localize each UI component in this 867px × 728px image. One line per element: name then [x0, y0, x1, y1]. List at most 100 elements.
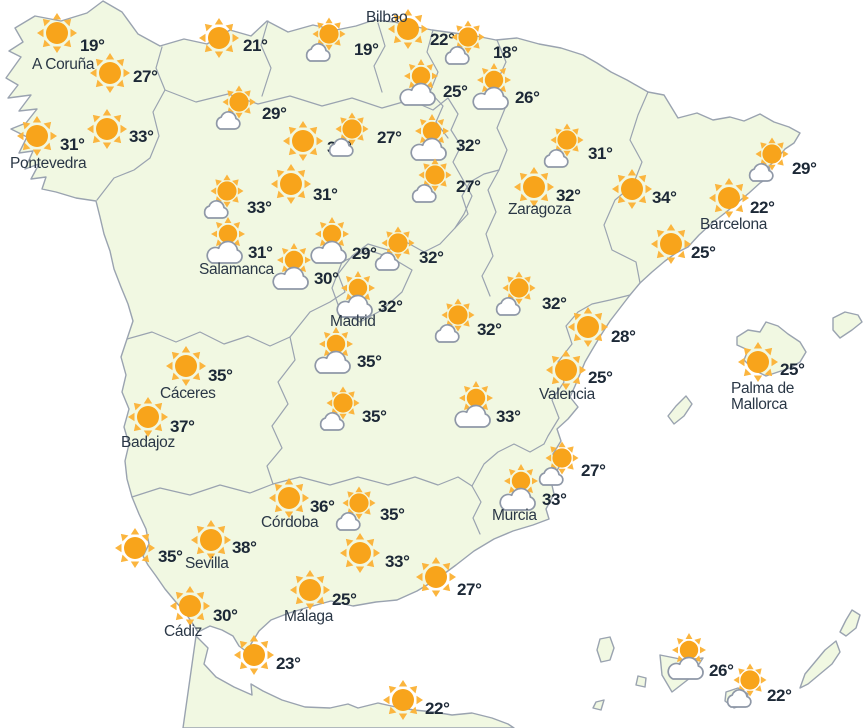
- temperature-label: 32°: [456, 136, 481, 155]
- sunny-icon: [647, 220, 695, 268]
- temperature-label: 38°: [232, 538, 257, 557]
- map-region-north-africa: [182, 635, 515, 728]
- sun-with-small-cloud-icon: [200, 174, 248, 222]
- temperature-label: 35°: [158, 547, 183, 566]
- temperature-label: 27°: [457, 580, 482, 599]
- sun-behind-cloud-icon: [308, 327, 356, 376]
- city-label: A Coruña: [32, 56, 95, 73]
- sunny-icon: [166, 582, 214, 630]
- temperature-label: 26°: [515, 88, 540, 107]
- sun-behind-cloud-icon: [661, 633, 709, 682]
- temperature-label: 30°: [314, 269, 339, 288]
- sunny-icon: [230, 631, 278, 679]
- temperature-label: 19°: [354, 40, 379, 59]
- temperature-label: 35°: [362, 407, 387, 426]
- sunny-icon: [379, 676, 427, 724]
- temperature-label: 19°: [80, 36, 105, 55]
- city-label: Cádiz: [164, 623, 203, 640]
- sunny-icon: [33, 9, 81, 57]
- sun-with-small-cloud-icon: [723, 663, 771, 711]
- city-label: Madrid: [330, 313, 376, 330]
- temperature-label: 22°: [750, 198, 775, 217]
- sun-with-small-cloud-icon: [332, 486, 380, 534]
- sunny-icon: [83, 105, 131, 153]
- temperature-label: 36°: [310, 497, 335, 516]
- temperature-label: 32°: [378, 297, 403, 316]
- temperature-label: 25°: [332, 590, 357, 609]
- temperature-label: 27°: [456, 177, 481, 196]
- map-region-spain-mainland: [5, 0, 801, 653]
- temperature-label: 22°: [425, 699, 450, 718]
- sun-with-small-cloud-icon: [325, 112, 373, 160]
- sunny-icon: [195, 14, 243, 62]
- sunny-icon: [510, 163, 558, 211]
- temperature-label: 37°: [170, 417, 195, 436]
- sun-behind-cloud-icon: [266, 243, 314, 292]
- city-label: Murcia: [492, 507, 537, 524]
- temperature-label: 31°: [588, 144, 613, 163]
- city-label: Valencia: [539, 386, 595, 403]
- sun-with-small-cloud-icon: [535, 441, 583, 489]
- temperature-label: 25°: [691, 243, 716, 262]
- temperature-label: 22°: [430, 30, 455, 49]
- temperature-label: 31°: [248, 243, 273, 262]
- sun-with-small-cloud-icon: [492, 271, 540, 319]
- city-label: Cáceres: [160, 385, 216, 402]
- sunny-icon: [86, 49, 134, 97]
- temperature-label: 34°: [652, 188, 677, 207]
- temperature-label: 30°: [213, 606, 238, 625]
- temperature-label: 18°: [493, 43, 518, 62]
- sun-with-small-cloud-icon: [371, 226, 419, 274]
- sun-behind-cloud-icon: [448, 381, 496, 430]
- temperature-label: 35°: [208, 366, 233, 385]
- sun-with-small-cloud-icon: [302, 17, 350, 65]
- temperature-label: 27°: [133, 67, 158, 86]
- sun-with-small-cloud-icon: [316, 386, 364, 434]
- temperature-label: 33°: [385, 552, 410, 571]
- sunny-icon: [111, 524, 159, 572]
- temperature-label: 32°: [477, 320, 502, 339]
- sunny-icon: [265, 474, 313, 522]
- sun-with-small-cloud-icon: [431, 298, 479, 346]
- sun-behind-cloud-icon: [330, 271, 378, 320]
- sunny-icon: [384, 5, 432, 53]
- sunny-icon: [267, 160, 315, 208]
- temperature-label: 31°: [60, 135, 85, 154]
- sun-behind-cloud-icon: [466, 63, 514, 112]
- sunny-icon: [608, 165, 656, 213]
- sunny-icon: [286, 566, 334, 614]
- temperature-label: 23°: [276, 654, 301, 673]
- temperature-label: 31°: [313, 185, 338, 204]
- sun-behind-cloud-icon: [404, 114, 452, 163]
- sunny-icon: [734, 338, 782, 386]
- sun-with-small-cloud-icon: [408, 158, 456, 206]
- temperature-label: 27°: [377, 128, 402, 147]
- temperature-label: 35°: [380, 505, 405, 524]
- city-label: Sevilla: [185, 555, 229, 572]
- temperature-label: 33°: [542, 490, 567, 509]
- sunny-icon: [564, 303, 612, 351]
- temperature-label: 25°: [780, 360, 805, 379]
- city-label: Badajoz: [121, 434, 175, 451]
- temperature-label: 29°: [352, 244, 377, 263]
- temperature-label: 29°: [262, 104, 287, 123]
- temperature-label: 32°: [419, 248, 444, 267]
- sunny-icon: [279, 117, 327, 165]
- temperature-label: 29°: [792, 159, 817, 178]
- sun-with-small-cloud-icon: [540, 123, 588, 171]
- temperature-label: 33°: [129, 127, 154, 146]
- temperature-label: 35°: [357, 352, 382, 371]
- sunny-icon: [412, 553, 460, 601]
- temperature-label: 32°: [542, 294, 567, 313]
- sun-with-small-cloud-icon: [745, 137, 793, 185]
- sun-with-small-cloud-icon: [441, 20, 489, 68]
- sunny-icon: [162, 342, 210, 390]
- city-label: Bilbao: [366, 9, 408, 26]
- temperature-label: 32°: [556, 186, 581, 205]
- temperature-label: 25°: [588, 368, 613, 387]
- city-label: Pontevedra: [10, 155, 87, 172]
- temperature-label: 26°: [709, 661, 734, 680]
- city-label: Zaragoza: [508, 201, 572, 218]
